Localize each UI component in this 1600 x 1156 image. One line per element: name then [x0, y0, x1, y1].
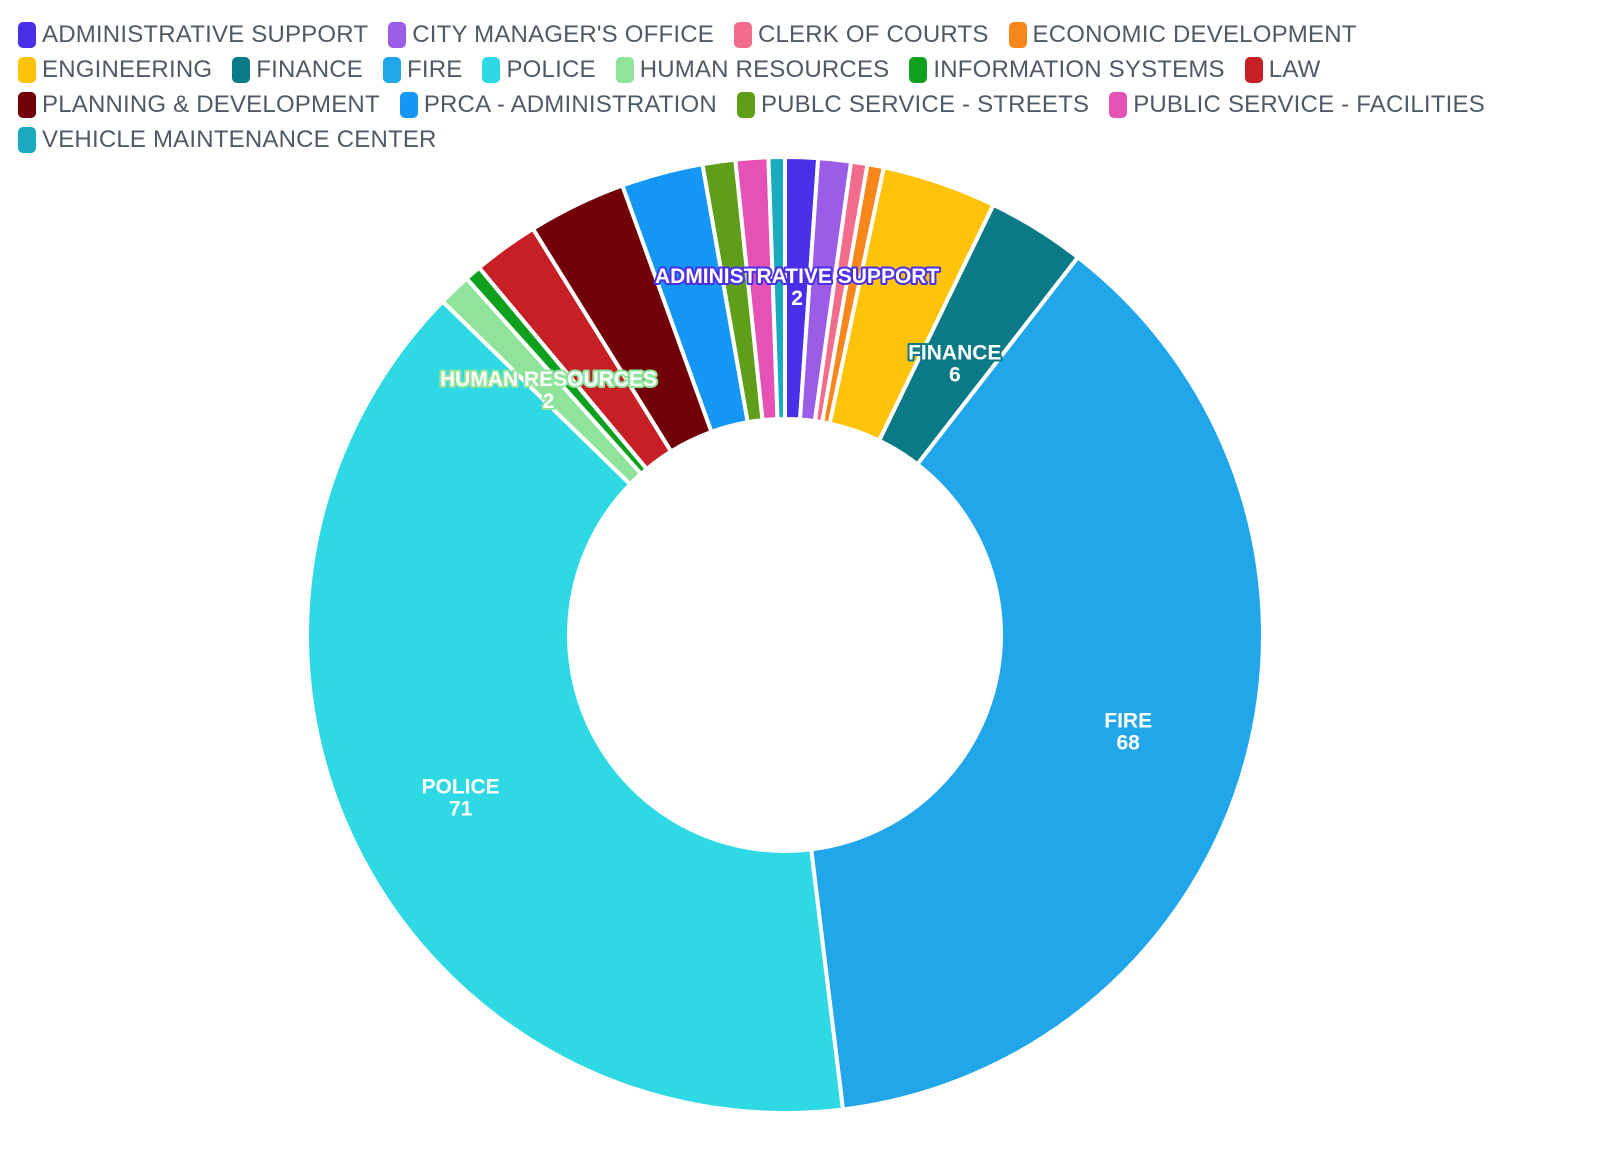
data-value-police: 71 — [449, 798, 473, 821]
legend-item-planning-and-development[interactable]: PLANNING & DEVELOPMENT — [18, 91, 380, 118]
legend-label: POLICE — [506, 56, 596, 83]
legend-swatch — [615, 57, 634, 83]
legend-item-city-manager-s-office[interactable]: CITY MANAGER'S OFFICE — [388, 21, 714, 48]
legend-item-engineering[interactable]: ENGINEERING — [18, 56, 213, 83]
legend-label: CLERK OF COURTS — [757, 21, 989, 48]
legend-item-publc-service-streets[interactable]: PUBLC SERVICE - STREETS — [736, 91, 1090, 118]
legend-item-economic-development[interactable]: ECONOMIC DEVELOPMENT — [1008, 21, 1357, 48]
legend-label: ECONOMIC DEVELOPMENT — [1032, 21, 1357, 48]
legend-label: ADMINISTRATIVE SUPPORT — [42, 21, 369, 48]
data-label-administrative-support: ADMINISTRATIVE SUPPORT — [655, 265, 939, 288]
legend-swatch — [1008, 22, 1027, 48]
slice-police[interactable] — [305, 299, 845, 1115]
legend-swatch — [399, 92, 418, 118]
legend-item-fire[interactable]: FIRE — [382, 56, 463, 83]
legend-swatch — [736, 92, 755, 118]
legend-swatch — [382, 57, 401, 83]
legend-item-human-resources[interactable]: HUMAN RESOURCES — [615, 56, 890, 83]
legend-label: PUBLC SERVICE - STREETS — [760, 91, 1090, 118]
legend-swatch — [733, 22, 752, 48]
data-value-human-resources: 2 — [543, 390, 555, 413]
legend-label: VEHICLE MAINTENANCE CENTER — [42, 126, 437, 153]
legend-label: PLANNING & DEVELOPMENT — [42, 91, 380, 118]
legend-swatch — [1244, 57, 1263, 83]
legend-item-information-systems[interactable]: INFORMATION SYSTEMS — [909, 56, 1225, 83]
legend-item-public-service-facilities[interactable]: PUBLIC SERVICE - FACILITIES — [1109, 91, 1485, 118]
legend-item-vehicle-maintenance-center[interactable]: VEHICLE MAINTENANCE CENTER — [18, 126, 437, 153]
legend-swatch — [18, 57, 36, 83]
legend-label: LAW — [1268, 56, 1321, 83]
legend-label: CITY MANAGER'S OFFICE — [412, 21, 714, 48]
legend-label: PUBLIC SERVICE - FACILITIES — [1133, 91, 1485, 118]
legend-swatch — [1109, 92, 1128, 118]
data-label-police: POLICE — [422, 776, 500, 799]
legend-swatch — [232, 57, 251, 83]
legend-item-law[interactable]: LAW — [1244, 56, 1321, 83]
legend-item-finance[interactable]: FINANCE — [232, 56, 363, 83]
legend-label: ENGINEERING — [42, 56, 213, 83]
data-value-administrative-support: 2 — [791, 287, 803, 310]
slice-fire[interactable] — [809, 255, 1265, 1112]
data-label-finance: FINANCE — [908, 341, 1001, 364]
data-value-fire: 68 — [1117, 732, 1141, 755]
legend-label: HUMAN RESOURCES — [639, 56, 890, 83]
legend-label: FIRE — [406, 56, 463, 83]
slice-vehicle-maintenance-center[interactable] — [766, 155, 787, 422]
legend-swatch — [388, 22, 407, 48]
legend-label: FINANCE — [256, 56, 363, 83]
legend-swatch — [18, 127, 36, 153]
legend-item-clerk-of-courts[interactable]: CLERK OF COURTS — [733, 21, 989, 48]
legend-item-police[interactable]: POLICE — [482, 56, 596, 83]
legend-swatch — [909, 57, 928, 83]
legend-label: PRCA - ADMINISTRATION — [423, 91, 717, 118]
legend-swatch — [482, 57, 501, 83]
legend-swatch — [18, 22, 36, 48]
legend-item-prca-administration[interactable]: PRCA - ADMINISTRATION — [399, 91, 717, 118]
chart-legend: ADMINISTRATIVE SUPPORT CITY MANAGER'S OFF… — [18, 21, 1558, 153]
legend-swatch — [18, 92, 36, 118]
legend-item-administrative-support[interactable]: ADMINISTRATIVE SUPPORT — [18, 21, 369, 48]
data-label-fire: FIRE — [1104, 710, 1152, 733]
data-value-finance: 6 — [949, 363, 961, 386]
data-label-human-resources: HUMAN RESOURCES — [440, 368, 657, 391]
legend-label: INFORMATION SYSTEMS — [933, 56, 1225, 83]
